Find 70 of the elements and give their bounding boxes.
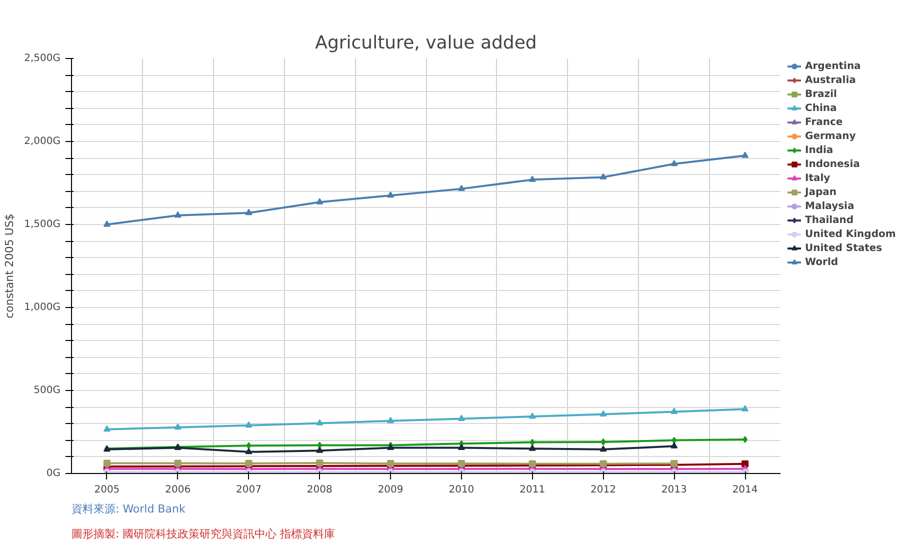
point [458, 444, 465, 450]
point [528, 444, 536, 451]
x-tick-label: 2014 [732, 484, 758, 496]
point [670, 408, 678, 414]
point [316, 198, 324, 204]
x-tick-label: 2007 [236, 484, 262, 496]
point [174, 423, 182, 430]
point [530, 438, 535, 446]
point [387, 416, 394, 424]
text: 圖形摘製: 國研院科技政策研究與資訊中心 指標資料庫 [72, 528, 336, 540]
x-tick-label: 2009 [378, 484, 404, 496]
point [103, 425, 110, 432]
point [245, 421, 252, 428]
y-tick-label: 2,000G [24, 136, 61, 147]
legend-label: Germany [805, 130, 856, 142]
x-tick-label: 2012 [590, 484, 616, 496]
chart-title: Agriculture, value added [315, 32, 537, 54]
point [245, 460, 252, 467]
point [742, 436, 748, 443]
point [742, 152, 749, 158]
point [316, 460, 324, 467]
legend-label: China [805, 102, 837, 114]
point [670, 442, 678, 448]
point [528, 176, 536, 182]
point [316, 446, 324, 453]
y-axis-title: constant 2005 US$ [3, 214, 16, 318]
x-tick-label: 2005 [94, 484, 120, 496]
x-tick-label: 2010 [448, 484, 474, 496]
legend-label: Brazil [805, 88, 837, 100]
x-tick-label: 2013 [661, 484, 687, 496]
y-tick-label: 0G [46, 468, 61, 479]
point [600, 438, 606, 446]
point [103, 460, 110, 467]
point [245, 208, 252, 216]
x-tick-label: 2006 [165, 484, 191, 496]
x-tick-label: 2011 [520, 484, 546, 496]
legend-label: Italy [805, 172, 830, 184]
legend-label: Thailand [805, 214, 854, 226]
legend-label: Japan [805, 186, 836, 198]
point [742, 405, 749, 412]
point [458, 184, 465, 192]
point [600, 445, 607, 452]
point [103, 220, 110, 227]
point [387, 191, 394, 198]
point [458, 414, 465, 421]
legend-label: France [805, 116, 843, 128]
point [174, 211, 182, 218]
legend-label: India [805, 144, 834, 156]
legend-label: Malaysia [805, 200, 854, 212]
y-tick-label: 1,500G [24, 219, 61, 230]
x-tick-label: 2008 [306, 484, 332, 496]
point [600, 410, 607, 416]
y-tick-label: 2,500G [24, 53, 61, 64]
legend-label: Indonesia [805, 158, 860, 170]
legend-label: Australia [805, 74, 856, 86]
point [245, 448, 252, 454]
legend-label: Argentina [805, 60, 861, 72]
y-tick-label: 500G [34, 385, 61, 396]
point [600, 173, 607, 180]
point [672, 436, 677, 444]
legend-label: United States [805, 242, 882, 254]
point [316, 419, 324, 426]
legend-label: United Kingdom [805, 228, 896, 240]
point [246, 442, 252, 450]
point [174, 460, 182, 467]
source-note: 資料來源: World Bank [72, 502, 186, 516]
point [528, 412, 536, 419]
y-tick-label: 1,000G [24, 302, 61, 313]
legend-label: World [805, 256, 838, 268]
point [670, 160, 678, 166]
